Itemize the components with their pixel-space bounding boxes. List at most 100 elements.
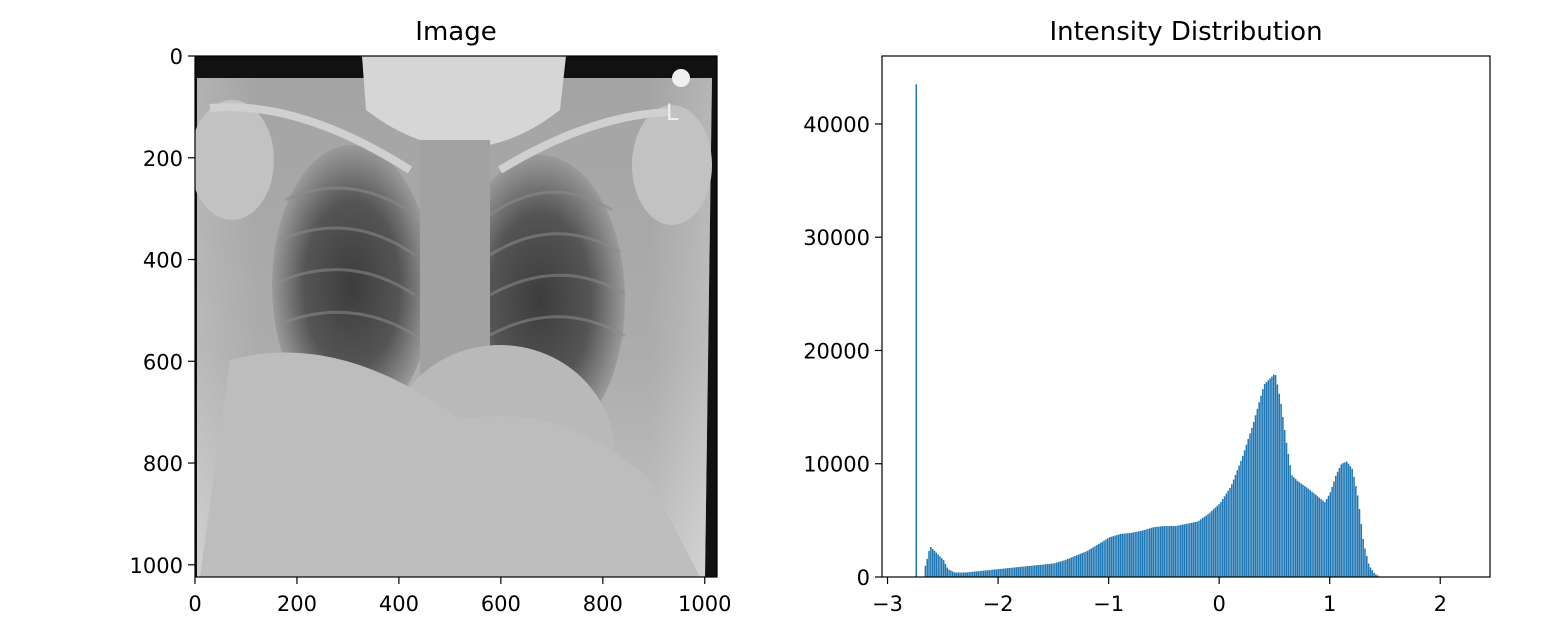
histogram-bar: [988, 570, 990, 577]
histogram-bar: [1029, 566, 1031, 577]
histogram-bar: [1083, 552, 1085, 577]
histogram-x-tick-label: −2: [983, 592, 1014, 616]
histogram-bar: [1149, 528, 1151, 577]
histogram-bar: [1153, 527, 1155, 577]
histogram-bar: [1370, 567, 1372, 577]
image-x-tick-label: 0: [188, 592, 201, 616]
histogram-bar: [1010, 568, 1012, 577]
histogram-bar: [1173, 526, 1175, 577]
histogram-bar: [1289, 465, 1291, 577]
image-y-tick-label: 600: [143, 350, 183, 374]
histogram-bar: [1176, 526, 1178, 577]
histogram-bar: [1100, 543, 1102, 577]
histogram-bar: [1361, 524, 1363, 577]
histogram-bar: [1021, 567, 1023, 577]
histogram-bar: [1164, 526, 1166, 577]
histogram-bar: [1018, 567, 1020, 577]
histogram-bar: [1213, 509, 1215, 577]
histogram-bar: [1224, 496, 1226, 577]
histogram-bar: [1269, 378, 1271, 577]
histogram-bar: [1284, 430, 1286, 577]
histogram-x-tick-label: −1: [1093, 592, 1124, 616]
histogram-bar: [1076, 555, 1078, 577]
histogram-bar: [1071, 557, 1073, 577]
histogram-bar: [1206, 515, 1208, 577]
histogram-bar: [1145, 529, 1147, 577]
image-title: Image: [415, 17, 496, 47]
histogram-bar: [1291, 475, 1293, 577]
histogram-bar: [1237, 470, 1239, 577]
histogram-bar: [1107, 538, 1109, 577]
histogram-bar: [1063, 560, 1065, 577]
image-x-tick-label: 200: [277, 592, 317, 616]
histogram-bar: [1339, 468, 1341, 577]
histogram-bar: [1096, 545, 1098, 577]
image-y-tick-label: 0: [170, 45, 183, 69]
histogram-bar: [1355, 486, 1357, 577]
histogram-bar: [1246, 445, 1248, 577]
histogram-bar: [930, 547, 932, 577]
histogram-bar: [1156, 527, 1158, 577]
histogram-bar: [1286, 443, 1288, 577]
histogram-bar: [1366, 556, 1368, 577]
histogram-bar: [979, 571, 981, 577]
histogram-bar: [1359, 509, 1361, 577]
histogram-bar: [1165, 526, 1167, 577]
histogram-bar: [1258, 402, 1260, 577]
histogram-bar: [1167, 526, 1169, 577]
histogram-bar: [976, 571, 978, 577]
image-x-tick-label: 1000: [678, 592, 731, 616]
histogram-bar: [1187, 524, 1189, 577]
histogram-bar: [1005, 568, 1007, 577]
histogram-bar: [1065, 560, 1067, 577]
histogram-bar: [1027, 566, 1029, 577]
histogram-bar: [1016, 567, 1018, 577]
histogram-bar: [1074, 556, 1076, 577]
xray-image: L: [190, 56, 717, 580]
histogram-bar: [1191, 523, 1193, 577]
histogram-bar: [925, 566, 927, 577]
histogram-bar: [1340, 464, 1342, 577]
histogram-bar: [1045, 564, 1047, 577]
histogram-bar: [954, 572, 956, 577]
histogram-bar: [1040, 565, 1042, 577]
histogram-bar: [1266, 382, 1268, 577]
histogram-bar: [1078, 555, 1080, 577]
histogram-bar: [1092, 547, 1094, 577]
image-x-tick-label: 400: [379, 592, 419, 616]
image-y-tick-label: 400: [143, 249, 183, 273]
histogram-bar: [968, 572, 970, 577]
histogram-bar: [1344, 462, 1346, 577]
histogram-bar: [970, 572, 972, 577]
histogram-y-tick-label: 30000: [803, 226, 870, 250]
histogram-bar: [987, 570, 989, 577]
histogram-bar: [1143, 530, 1145, 577]
histogram-bar: [1278, 394, 1280, 577]
histogram-bar: [1373, 573, 1375, 577]
histogram-bar: [1036, 565, 1038, 577]
histogram-bar: [961, 572, 963, 577]
histogram-bar: [1050, 564, 1052, 577]
histogram-bar: [1313, 493, 1315, 577]
histogram-bar: [1125, 533, 1127, 577]
histogram-bar: [1333, 481, 1335, 577]
histogram-bar: [1087, 551, 1089, 577]
histogram-bar: [1080, 554, 1082, 577]
histogram-bar: [1255, 415, 1257, 577]
histogram-bar: [1222, 499, 1224, 577]
histogram-bar: [1030, 566, 1032, 577]
histogram-bar: [998, 569, 1000, 577]
histogram-bar: [948, 570, 950, 577]
histogram-bar: [1353, 477, 1355, 577]
histogram-bar: [1277, 384, 1279, 577]
histogram-bar: [965, 572, 967, 577]
histogram-bar: [1047, 564, 1049, 577]
histogram-frame: [882, 56, 1490, 577]
histogram-bar: [1271, 376, 1273, 577]
histogram-y-tick-label: 10000: [803, 453, 870, 477]
histogram-bar: [1060, 561, 1062, 577]
histogram-bar: [1302, 485, 1304, 577]
histogram-bar: [1326, 499, 1328, 577]
